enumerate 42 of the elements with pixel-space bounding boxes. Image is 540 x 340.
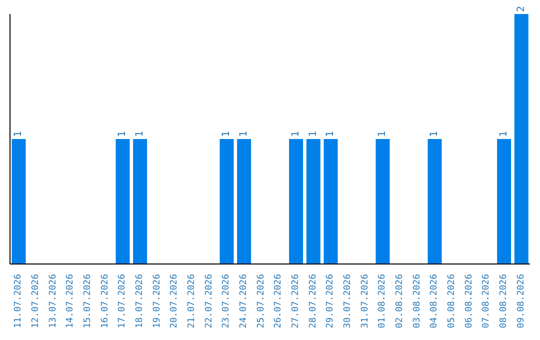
x-tick-label: 06.08.2026	[464, 274, 474, 328]
x-tick-label: 11.07.2026	[14, 274, 24, 328]
x-tick-label: 19.07.2026	[152, 274, 162, 328]
x-tick-label: 13.07.2026	[48, 274, 58, 328]
data-label: 1	[377, 130, 388, 137]
x-tick-label: 03.08.2026	[412, 274, 422, 328]
data-label: 1	[117, 130, 128, 137]
x-tick-label: 02.08.2026	[395, 274, 405, 328]
data-label: 2	[516, 6, 527, 12]
x-tick-label: 07.08.2026	[482, 274, 492, 328]
x-tick-label: 27.07.2026	[291, 274, 301, 328]
x-tick-label: 18.07.2026	[135, 274, 145, 328]
x-tick-label: 26.07.2026	[274, 274, 284, 328]
data-label: 1	[238, 130, 250, 137]
x-tick-label: 21.07.2026	[187, 274, 197, 328]
x-tick-label: 23.07.2026	[222, 274, 232, 328]
data-label: 1	[134, 130, 146, 137]
data-label: 1	[308, 130, 319, 137]
data-label: 1	[325, 130, 336, 137]
x-tick-label: 25.07.2026	[256, 274, 266, 328]
x-tick-label: 14.07.2026	[66, 274, 76, 328]
x-tick-label: 09.08.2026	[516, 274, 526, 328]
x-tick-label: 22.07.2026	[204, 274, 214, 328]
x-tick-label: 04.08.2026	[430, 274, 440, 328]
x-tick-label: 24.07.2026	[239, 274, 249, 328]
x-tick-label: 28.07.2026	[308, 274, 318, 328]
x-tick-label: 12.07.2026	[31, 274, 41, 328]
data-label: 1	[13, 130, 24, 137]
x-tick-label: 05.08.2026	[447, 274, 457, 328]
x-tick-label: 17.07.2026	[118, 274, 128, 328]
x-tick-label: 01.08.2026	[378, 274, 388, 328]
x-tick-label: 31.07.2026	[360, 274, 370, 328]
x-tick-label: 15.07.2026	[83, 274, 93, 328]
data-label: 1	[221, 130, 232, 137]
x-tick-label: 29.07.2026	[326, 274, 336, 328]
data-label: 1	[290, 130, 302, 137]
data-label: 1	[429, 130, 440, 137]
x-tick-label: 20.07.2026	[170, 274, 180, 328]
x-tick-label: 16.07.2026	[100, 274, 110, 328]
data-label: 1	[498, 130, 510, 137]
x-tick-label: 08.08.2026	[499, 274, 509, 328]
x-tick-label: 30.07.2026	[343, 274, 353, 328]
